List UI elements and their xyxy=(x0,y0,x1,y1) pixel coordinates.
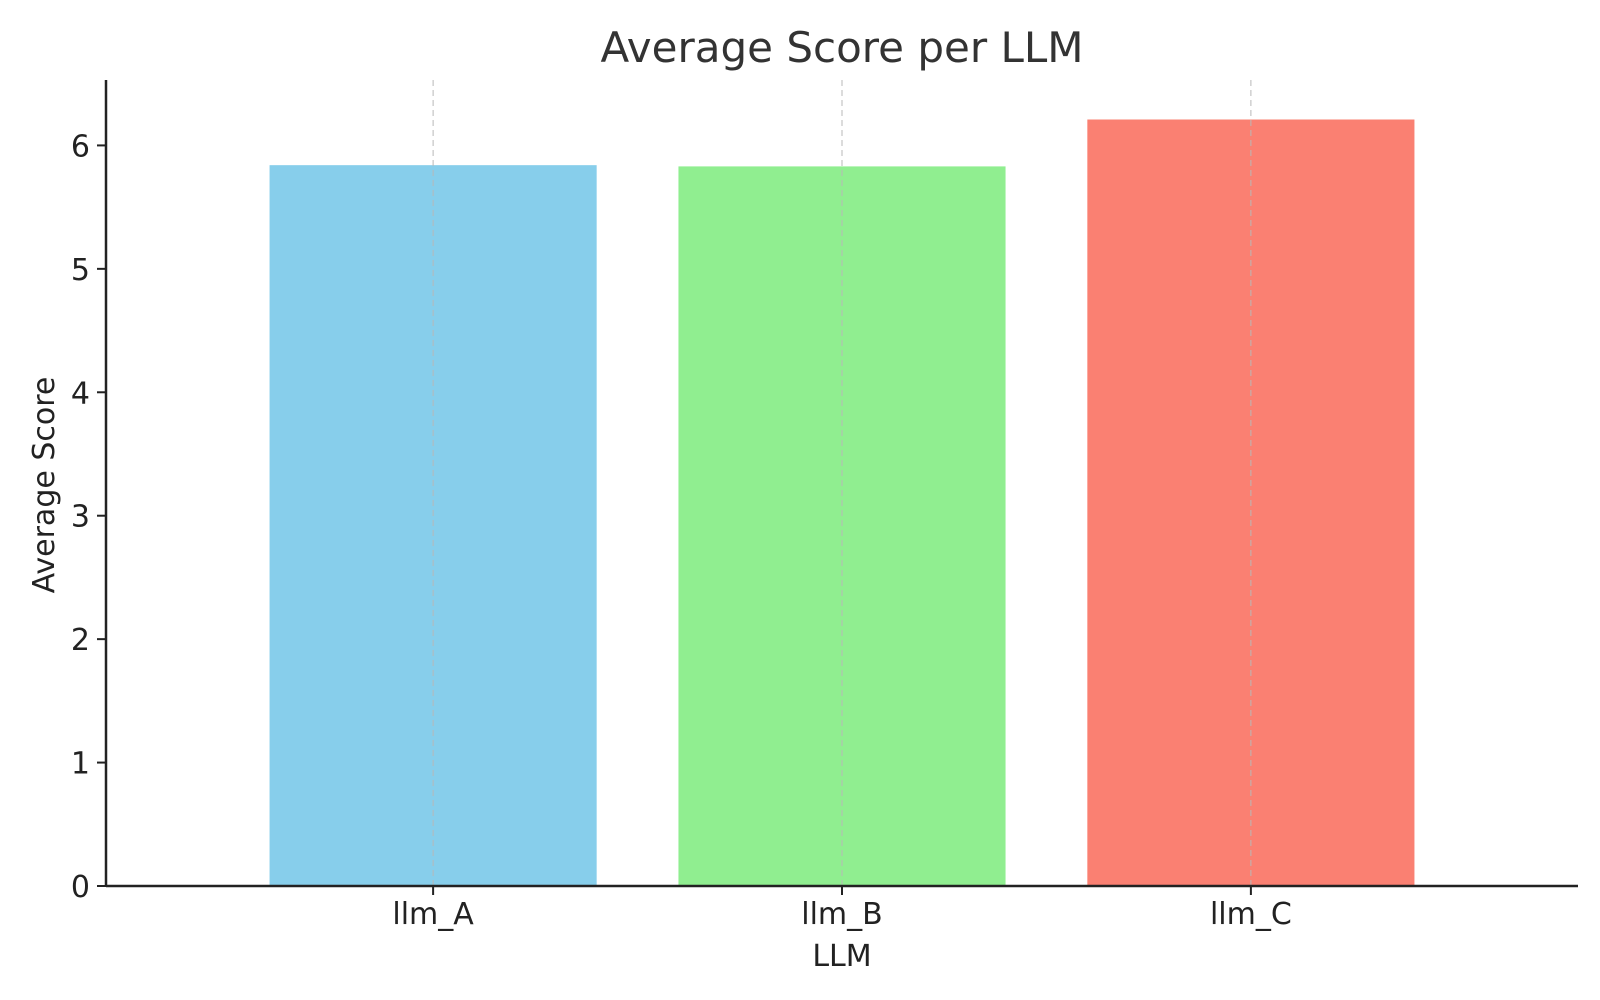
y-axis-label: Average Score xyxy=(27,377,62,594)
x-tick-label: llm_C xyxy=(1210,897,1292,932)
y-tick-label: 3 xyxy=(71,500,90,535)
chart-title: Average Score per LLM xyxy=(601,23,1084,72)
x-tick-label: llm_A xyxy=(392,897,474,932)
y-tick-label: 6 xyxy=(71,129,90,164)
x-axis-label: LLM xyxy=(812,939,871,974)
y-tick-label: 2 xyxy=(71,623,90,658)
bar-llm_B xyxy=(678,166,1006,886)
y-tick-label: 5 xyxy=(71,253,90,288)
y-tick-label: 1 xyxy=(71,747,90,782)
y-ticks: 0 1 2 3 4 5 6 xyxy=(71,129,106,905)
y-tick-label: 0 xyxy=(71,870,90,905)
x-tick-label: llm_B xyxy=(801,897,882,932)
grid-lines-overlay xyxy=(432,80,1252,886)
x-ticks: llm_A llm_B llm_C xyxy=(392,886,1292,932)
y-tick-label: 4 xyxy=(71,376,90,411)
